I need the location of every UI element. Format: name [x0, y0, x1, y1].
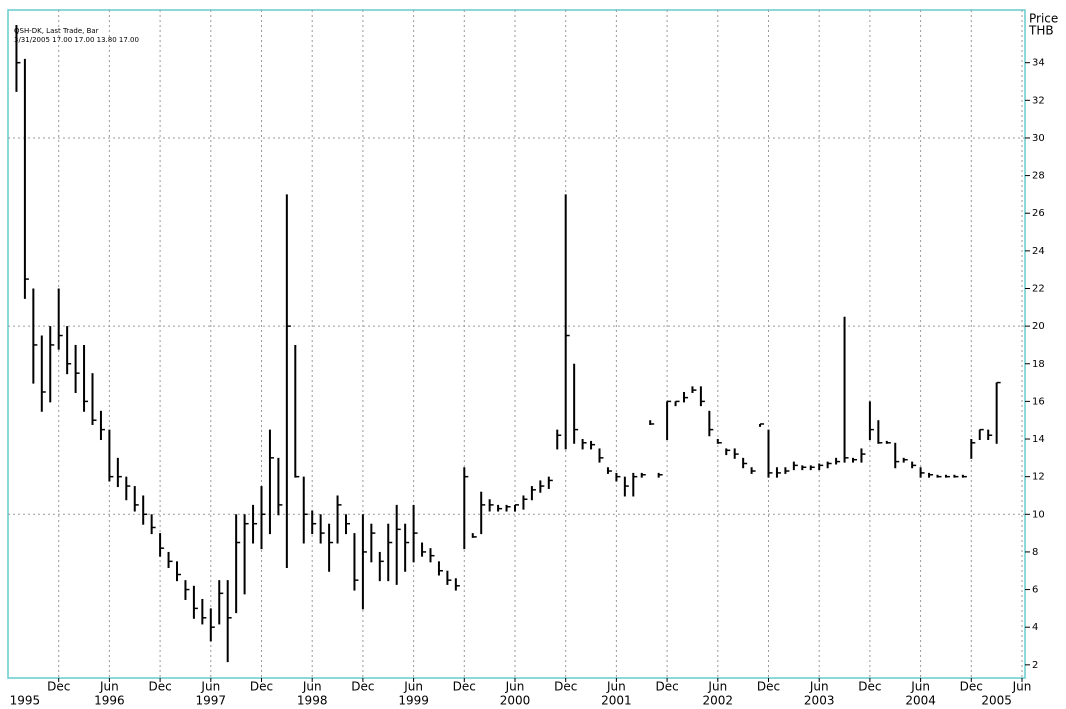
x-tick-label: Dec [858, 680, 881, 694]
x-tick-label: Dec [655, 680, 678, 694]
y-tick-label: 4 [1032, 622, 1038, 633]
plot-frame [7, 9, 1026, 679]
y-tick-label: 18 [1032, 359, 1045, 370]
y-tick-label: 14 [1032, 434, 1045, 445]
x-year-label: 2002 [703, 694, 734, 708]
y-tick-label: 6 [1032, 585, 1038, 596]
x-tick-label: Jun [707, 680, 727, 694]
chart-subtitle: 3/31/2005 17.00 17.00 13.80 17.00 [14, 36, 139, 44]
x-tick-label: Jun [1012, 680, 1032, 694]
x-tick-label: Jun [606, 680, 626, 694]
x-tick-label: Dec [47, 680, 70, 694]
x-tick-label: Jun [403, 680, 423, 694]
x-year-label: 1996 [94, 694, 125, 708]
y-tick-label: 8 [1032, 547, 1038, 558]
x-tick-label: Jun [809, 680, 829, 694]
y-axis-title: Price [1029, 12, 1058, 26]
x-tick-label: Dec [960, 680, 983, 694]
x-tick-label: Dec [554, 680, 577, 694]
x-tick-label: Dec [453, 680, 476, 694]
x-year-label: 1997 [196, 694, 227, 708]
x-year-label: 1995 [10, 694, 41, 708]
x-tick-label: Jun [99, 680, 119, 694]
x-year-label: 1998 [297, 694, 328, 708]
x-tick-label: Jun [302, 680, 322, 694]
y-tick-label: 30 [1032, 133, 1045, 144]
y-tick-label: 2 [1032, 660, 1038, 671]
y-tick-label: 26 [1032, 208, 1045, 219]
y-tick-label: 20 [1032, 321, 1045, 332]
x-tick-label: Jun [505, 680, 525, 694]
x-year-label: 2003 [804, 694, 835, 708]
y-axis-unit: THB [1028, 24, 1054, 38]
y-tick-label: 16 [1032, 396, 1045, 407]
x-year-label: 2004 [905, 694, 936, 708]
y-tick-label: 34 [1032, 58, 1045, 69]
x-year-label: 2000 [500, 694, 531, 708]
x-year-label: 2001 [601, 694, 632, 708]
y-tick-label: 22 [1032, 283, 1045, 294]
y-tick-label: 10 [1032, 509, 1045, 520]
y-tick-label: 24 [1032, 246, 1045, 257]
x-tick-label: Dec [250, 680, 273, 694]
x-year-label: 1999 [398, 694, 429, 708]
x-year-label: 2005 [981, 694, 1012, 708]
chart-title: QSH-DK, Last Trade, Bar [14, 27, 99, 35]
x-tick-label: Dec [148, 680, 171, 694]
x-tick-label: Dec [757, 680, 780, 694]
y-tick-label: 32 [1032, 95, 1045, 106]
x-tick-label: Dec [351, 680, 374, 694]
x-tick-label: Jun [200, 680, 220, 694]
x-tick-label: Jun [910, 680, 930, 694]
y-tick-label: 28 [1032, 171, 1045, 182]
y-tick-label: 12 [1032, 472, 1045, 483]
